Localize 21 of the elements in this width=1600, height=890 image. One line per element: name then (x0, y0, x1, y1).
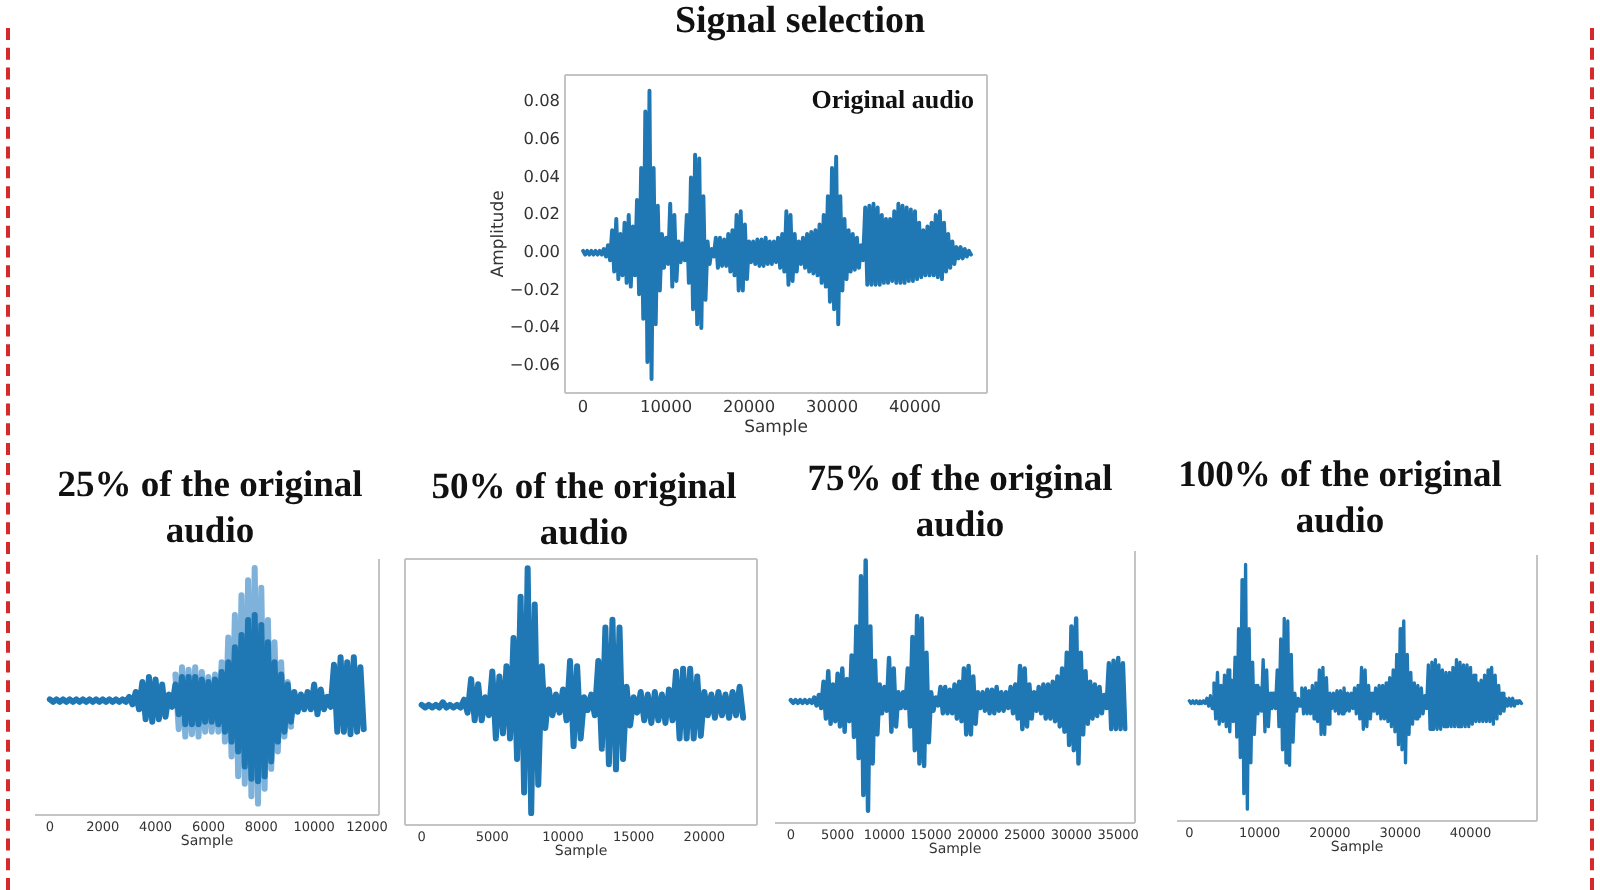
y-axis-title: Amplitude (488, 190, 509, 278)
x-tick-label: 0 (577, 396, 589, 417)
y-tick-label: −0.04 (509, 316, 560, 337)
y-tick-label: 0.08 (523, 90, 560, 111)
y-tick-label: 0.06 (523, 128, 560, 149)
x-tick-label: 30000 (805, 396, 859, 417)
x-tick-label: 20000 (722, 396, 776, 417)
chart-title: 25% of the original audio (55, 464, 365, 556)
chart-title: 100% of the original audio (1176, 454, 1504, 546)
annotation: Original audio (811, 83, 974, 114)
chart-title: 75% of the original audio (805, 458, 1115, 550)
y-tick-label: 0.02 (523, 203, 560, 224)
y-tick-label: 0.04 (523, 165, 560, 186)
chart-title: Signal selection (672, 0, 928, 44)
y-tick-label: −0.02 (509, 278, 560, 299)
x-tick-label: 10000 (640, 396, 693, 417)
x-axis-title: Sample (744, 418, 808, 439)
x-tick-label: 40000 (888, 396, 942, 417)
chart-title: 50% of the original audio (429, 466, 739, 558)
y-tick-label: −0.06 (509, 354, 560, 375)
y-tick-label: 0.00 (523, 241, 560, 262)
